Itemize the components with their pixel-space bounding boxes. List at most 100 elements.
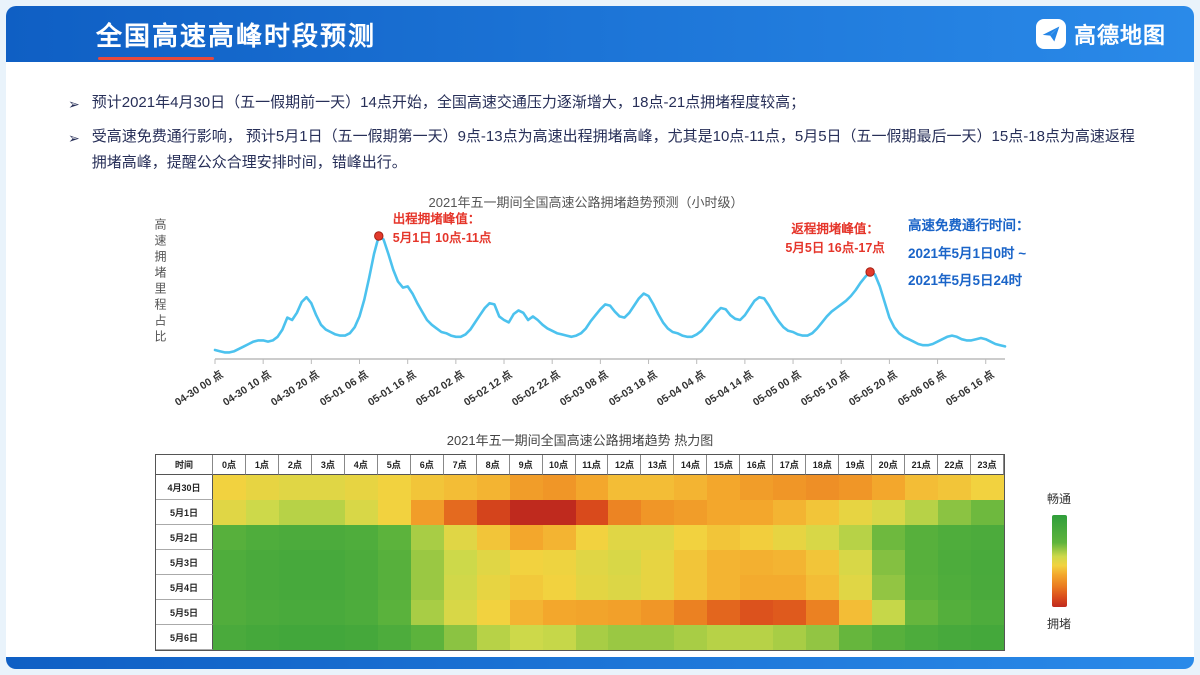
slide: 全国高速高峰时段预测 高德地图 ➢ 预计2021年4月30日（五一假期前一天）1… xyxy=(6,6,1194,669)
outbound-peak-annotation: 出程拥堵峰值： 5月1日 10点-11点 xyxy=(393,210,492,249)
heatmap-cell xyxy=(311,600,345,625)
amap-logo-icon xyxy=(1035,19,1066,49)
heatmap-cell xyxy=(938,625,972,650)
heatmap-cell xyxy=(839,625,873,650)
heatmap-cell xyxy=(410,600,444,625)
heatmap-cell xyxy=(740,625,774,650)
heatmap-column-header: 5点 xyxy=(377,455,411,475)
heatmap-cell xyxy=(905,475,939,500)
heatmap-column-header: 12点 xyxy=(608,455,642,475)
heatmap-cell xyxy=(740,575,774,600)
heatmap-cell xyxy=(806,525,840,550)
heatmap-cell xyxy=(311,500,345,525)
arrow-bullet-icon: ➢ xyxy=(68,129,80,146)
heatmap-cell xyxy=(377,525,411,550)
heatmap-cell xyxy=(674,575,708,600)
heatmap-cell xyxy=(443,475,477,500)
heatmap-cell xyxy=(641,575,675,600)
heatmap-column-header: 14点 xyxy=(674,455,708,475)
heatmap-title: 2021年五一期间全国高速公路拥堵趋势 热力图 xyxy=(446,433,714,448)
heatmap-cell xyxy=(509,475,543,500)
heatmap-cell xyxy=(740,550,774,575)
header-bar: 全国高速高峰时段预测 高德地图 xyxy=(6,6,1194,62)
heatmap-row-label: 5月6日 xyxy=(156,625,213,650)
heatmap-cell xyxy=(641,600,675,625)
heatmap-cell xyxy=(575,475,609,500)
x-axis-tick-label: 04-30 00 点 xyxy=(172,368,226,409)
heatmap-cell xyxy=(213,500,246,525)
heatmap-cell xyxy=(377,475,411,500)
heatmap-cell xyxy=(476,500,510,525)
heatmap-cell xyxy=(213,475,246,500)
heatmap-cell xyxy=(245,525,279,550)
heatmap-row-label: 4月30日 xyxy=(156,475,213,500)
heatmap-cell xyxy=(806,500,840,525)
heatmap-cell xyxy=(476,525,510,550)
heatmap-cell xyxy=(773,500,807,525)
heatmap-cell xyxy=(443,625,477,650)
heatmap-cell xyxy=(542,575,576,600)
heatmap-cell xyxy=(608,525,642,550)
heatmap-cell xyxy=(707,550,741,575)
heatmap-cell xyxy=(806,625,840,650)
toll-free-note-line-3: 2021年5月5日24时 xyxy=(908,273,1023,289)
heatmap-column-header: 15点 xyxy=(707,455,741,475)
heatmap-cell xyxy=(245,625,279,650)
heatmap-cell xyxy=(608,575,642,600)
heatmap-cell xyxy=(971,525,1004,550)
heatmap-cell xyxy=(740,500,774,525)
heatmap-cell xyxy=(509,500,543,525)
heatmap-cell xyxy=(509,625,543,650)
heatmap-cell xyxy=(509,550,543,575)
heatmap-column-header: 23点 xyxy=(971,455,1004,475)
heatmap-cell xyxy=(971,550,1004,575)
heatmap-column-header: 22点 xyxy=(938,455,972,475)
footer-bar xyxy=(6,657,1194,669)
heatmap-cell xyxy=(542,600,576,625)
heatmap-corner-cell: 时间 xyxy=(156,455,213,475)
heatmap-cell xyxy=(872,475,906,500)
heatmap-row-label: 5月3日 xyxy=(156,550,213,575)
heatmap-cell xyxy=(213,575,246,600)
heatmap-cell xyxy=(773,525,807,550)
heatmap-cell xyxy=(575,600,609,625)
toll-free-note-line-1: 高速免费通行时间： xyxy=(908,218,1030,233)
paper-plane-icon xyxy=(1042,26,1060,42)
heatmap-cell xyxy=(476,625,510,650)
heatmap-cell xyxy=(839,600,873,625)
heatmap-cell xyxy=(806,475,840,500)
heatmap-cell xyxy=(674,600,708,625)
heatmap-cell xyxy=(773,600,807,625)
heatmap-cell xyxy=(707,525,741,550)
heatmap-cell xyxy=(608,625,642,650)
heatmap-cell xyxy=(311,525,345,550)
heatmap-cell xyxy=(344,475,378,500)
amap-logo: 高德地图 xyxy=(1035,18,1166,50)
heatmap-cell xyxy=(542,475,576,500)
line-chart-canvas xyxy=(213,231,1007,364)
heatmap-column-header: 8点 xyxy=(476,455,510,475)
heatmap-cell xyxy=(344,550,378,575)
heatmap-cell xyxy=(641,525,675,550)
heatmap-cell xyxy=(806,600,840,625)
heatmap-cell xyxy=(707,600,741,625)
page-title: 全国高速高峰时段预测 xyxy=(96,20,377,51)
heatmap-cell xyxy=(311,550,345,575)
heatmap-row-label: 5月4日 xyxy=(156,575,213,600)
heatmap-cell xyxy=(443,550,477,575)
heatmap-column-header: 21点 xyxy=(905,455,939,475)
heatmap-cell xyxy=(377,550,411,575)
heatmap-cell xyxy=(839,475,873,500)
heatmap-cell xyxy=(938,575,972,600)
heatmap-cell xyxy=(707,500,741,525)
heatmap-cell xyxy=(839,550,873,575)
heatmap-cell xyxy=(311,575,345,600)
heatmap-cell xyxy=(278,525,312,550)
heatmap-cell xyxy=(971,625,1004,650)
heatmap-cell xyxy=(542,500,576,525)
heatmap-cell xyxy=(245,550,279,575)
heatmap-cell xyxy=(806,550,840,575)
heatmap-cell xyxy=(344,500,378,525)
return-peak-annotation-detail: 5月5日 16点-17点 xyxy=(785,241,885,256)
legend-congested-label: 拥堵 xyxy=(1046,617,1071,631)
